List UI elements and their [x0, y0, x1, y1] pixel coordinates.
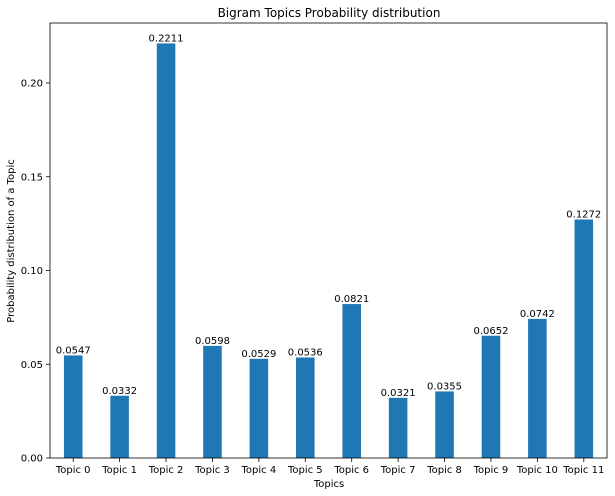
y-tick-label: 0.15 — [21, 172, 43, 183]
data-label: 0.1272 — [566, 210, 601, 221]
x-tick-label: Topic 6 — [333, 465, 369, 476]
plot-area: 0.0547 Topic 0 0.0332 Topic 1 0.2211 Topic 2 0… — [21, 22, 608, 476]
bar — [249, 358, 269, 458]
y-tick-label: 0.20 — [21, 79, 43, 90]
data-label: 0.0355 — [427, 381, 462, 392]
data-label: 0.0742 — [520, 309, 555, 320]
y-axis-label: Probability distribution of a Topic — [6, 159, 17, 322]
x-tick-label: Topic 3 — [194, 465, 230, 476]
bar — [156, 43, 176, 458]
chart-title: Bigram Topics Probability distribution — [218, 6, 441, 20]
bar — [388, 397, 408, 458]
x-tick-label: Topic 4 — [241, 465, 277, 476]
x-tick-label: Topic 10 — [516, 465, 558, 476]
x-tick-label: Topic 2 — [148, 465, 184, 476]
x-tick-label: Topic 9 — [473, 465, 509, 476]
bar — [63, 355, 83, 458]
data-label: 0.0598 — [195, 336, 230, 347]
bar — [110, 395, 129, 458]
x-tick-label: Topic 8 — [426, 465, 462, 476]
data-label: 0.0652 — [473, 326, 508, 337]
data-label: 0.0529 — [241, 349, 276, 360]
x-tick-label: Topic 0 — [55, 465, 91, 476]
data-label: 0.0547 — [56, 345, 91, 356]
bar — [574, 219, 594, 458]
axes-frame — [49, 22, 608, 459]
data-label: 0.2211 — [149, 33, 184, 44]
bar — [481, 335, 501, 458]
data-label: 0.0821 — [334, 294, 369, 305]
bar — [203, 345, 222, 458]
x-tick-label: Topic 1 — [101, 465, 137, 476]
bar — [528, 318, 547, 458]
y-tick-label: 0.10 — [21, 266, 43, 277]
data-label: 0.0332 — [102, 386, 137, 397]
bar — [342, 304, 361, 458]
data-label: 0.0321 — [381, 388, 416, 399]
x-tick-label: Topic 11 — [562, 465, 604, 476]
data-label: 0.0536 — [288, 348, 323, 359]
x-axis-label: Topics — [313, 479, 344, 490]
y-tick-label: 0.05 — [21, 360, 43, 371]
x-tick-label: Topic 7 — [380, 465, 416, 476]
bar — [435, 391, 454, 458]
x-tick-label: Topic 5 — [287, 465, 323, 476]
bar — [296, 357, 315, 458]
y-tick-label: 0.00 — [21, 454, 43, 465]
